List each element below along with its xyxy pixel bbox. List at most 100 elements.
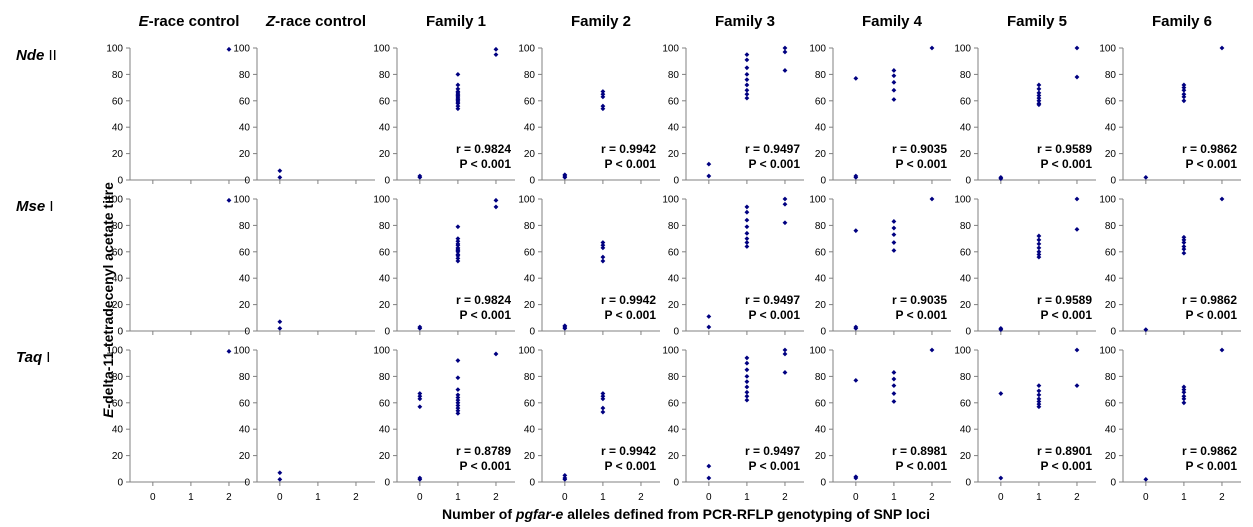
- p-value-label: P < 0.001: [1041, 308, 1093, 322]
- data-point: [744, 379, 750, 385]
- data-point: [600, 240, 606, 245]
- y-tick-label: 40: [668, 123, 680, 134]
- data-point: [744, 209, 750, 215]
- data-point: [600, 106, 606, 112]
- p-value-label: P < 0.001: [896, 308, 948, 322]
- p-value-label: P < 0.001: [605, 157, 657, 171]
- data-point: [1143, 476, 1149, 482]
- data-point: [1036, 82, 1042, 88]
- y-tick-label: 60: [112, 96, 124, 107]
- data-point: [891, 391, 897, 396]
- data-point: [891, 73, 897, 79]
- y-tick-label: 60: [668, 398, 680, 409]
- data-point: [891, 68, 897, 73]
- correlation-label: r = 0.9589: [1037, 142, 1092, 156]
- y-tick-label: 0: [1110, 478, 1116, 489]
- data-point: [853, 475, 859, 481]
- data-point: [853, 75, 859, 81]
- column-header-text: -race control: [275, 13, 366, 30]
- data-point: [891, 97, 897, 102]
- data-point: [891, 399, 897, 404]
- data-point: [417, 393, 423, 399]
- data-point: [455, 253, 461, 259]
- y-tick-label: 80: [668, 70, 680, 81]
- panel-r2-c0: 0 20 40 60 80 100 0 1 2: [106, 346, 248, 503]
- x-tick-label: 2: [782, 492, 788, 503]
- y-tick-label: 80: [1105, 221, 1117, 232]
- data-point: [455, 392, 461, 398]
- x-tick-label: 2: [638, 492, 644, 503]
- data-point: [455, 106, 461, 112]
- data-point: [853, 174, 859, 180]
- y-tick-label: 40: [815, 123, 827, 134]
- data-point: [455, 395, 461, 400]
- y-tick-label: 0: [117, 176, 123, 187]
- data-point: [1074, 74, 1080, 80]
- x-tick-label: 0: [417, 492, 423, 503]
- x-tick-label: 1: [455, 492, 461, 503]
- data-point: [1036, 392, 1042, 398]
- data-point: [998, 391, 1004, 396]
- y-tick-label: 80: [1105, 70, 1117, 81]
- data-point: [744, 393, 750, 399]
- y-tick-label: 60: [815, 398, 827, 409]
- data-point: [744, 72, 750, 77]
- data-point: [1143, 327, 1149, 333]
- y-tick-label: 80: [112, 372, 124, 383]
- y-tick-label: 40: [112, 425, 124, 436]
- y-tick-label: 60: [379, 247, 391, 258]
- x-tick-label: 2: [1219, 492, 1225, 503]
- y-tick-label: 80: [960, 372, 972, 383]
- y-tick-label: 60: [1105, 96, 1117, 107]
- x-tick-label: 0: [562, 492, 568, 503]
- data-point: [1181, 246, 1187, 252]
- y-tick-label: 60: [815, 247, 827, 258]
- y-tick-label: 40: [239, 425, 251, 436]
- x-tick-label: 2: [226, 492, 232, 503]
- correlation-label: r = 0.8901: [1037, 444, 1092, 458]
- column-header-5: Family 4: [862, 13, 923, 30]
- y-tick-label: 0: [117, 478, 123, 489]
- data-point: [1036, 254, 1042, 260]
- data-point: [891, 240, 897, 245]
- data-point: [744, 244, 750, 249]
- data-point: [744, 95, 750, 101]
- y-tick-label: 100: [809, 195, 826, 206]
- data-point: [891, 370, 897, 375]
- data-point: [782, 370, 788, 375]
- y-tick-label: 40: [239, 123, 251, 134]
- y-tick-label: 20: [1105, 300, 1117, 311]
- data-point: [417, 404, 423, 410]
- p-value-label: P < 0.001: [749, 157, 801, 171]
- data-point: [1074, 196, 1080, 202]
- correlation-label: r = 0.9862: [1182, 293, 1237, 307]
- column-header-text: Family 1: [426, 13, 486, 30]
- data-point: [706, 314, 712, 319]
- y-tick-label: 100: [662, 44, 679, 55]
- y-tick-label: 80: [960, 70, 972, 81]
- y-tick-label: 60: [1105, 247, 1117, 258]
- y-tick-label: 100: [106, 346, 123, 357]
- data-point: [1181, 396, 1187, 402]
- data-point: [600, 393, 606, 399]
- data-point: [455, 358, 461, 363]
- y-tick-label: 20: [668, 300, 680, 311]
- data-point: [493, 197, 499, 203]
- p-value-label: P < 0.001: [749, 459, 801, 473]
- data-point: [1143, 174, 1149, 180]
- y-tick-label: 20: [379, 451, 391, 462]
- data-point: [600, 89, 606, 94]
- y-tick-label: 80: [239, 221, 251, 232]
- data-point: [1181, 94, 1187, 100]
- y-tick-label: 0: [529, 478, 535, 489]
- data-point: [277, 174, 283, 180]
- y-tick-label: 20: [960, 300, 972, 311]
- x-tick-label: 2: [493, 492, 499, 503]
- data-point: [600, 396, 606, 402]
- x-tick-label: 0: [150, 492, 156, 503]
- p-value-label: P < 0.001: [460, 157, 512, 171]
